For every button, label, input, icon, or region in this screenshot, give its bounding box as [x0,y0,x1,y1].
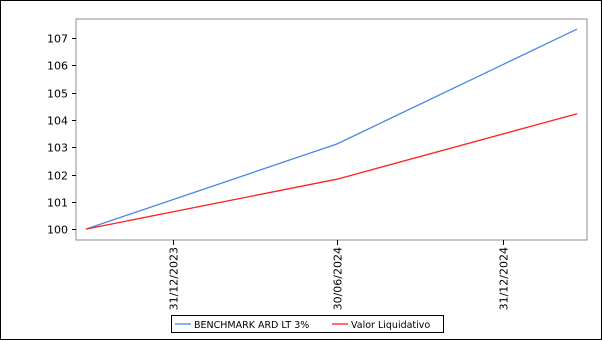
x-axis: 31/12/2023 30/06/2024 31/12/2024 [168,240,511,310]
y-tick-label-103: 103 [47,142,68,155]
y-tick-label-106: 106 [47,60,68,73]
plot-area [75,18,588,241]
legend: BENCHMARK ARD LT 3% Valor Liquidativo [171,315,444,333]
legend-label-benchmark: BENCHMARK ARD LT 3% [194,320,309,331]
y-axis: 100 101 102 103 104 105 106 107 [47,33,76,237]
series-line-0 [85,28,578,230]
series-layer [85,28,578,230]
legend-box [171,315,444,333]
x-tick-label-1: 30/06/2024 [332,247,345,310]
y-tick-label-101: 101 [47,197,68,210]
y-tick-label-107: 107 [47,33,68,46]
legend-label-valor-liquidativo: Valor Liquidativo [351,320,430,331]
y-tick-label-102: 102 [47,170,68,183]
x-tick-label-0: 31/12/2023 [168,247,181,310]
y-tick-label-105: 105 [47,88,68,101]
series-line-1 [85,113,578,230]
y-tick-label-100: 100 [47,224,68,237]
x-tick-label-2: 31/12/2024 [498,247,511,310]
y-tick-label-104: 104 [47,115,68,128]
